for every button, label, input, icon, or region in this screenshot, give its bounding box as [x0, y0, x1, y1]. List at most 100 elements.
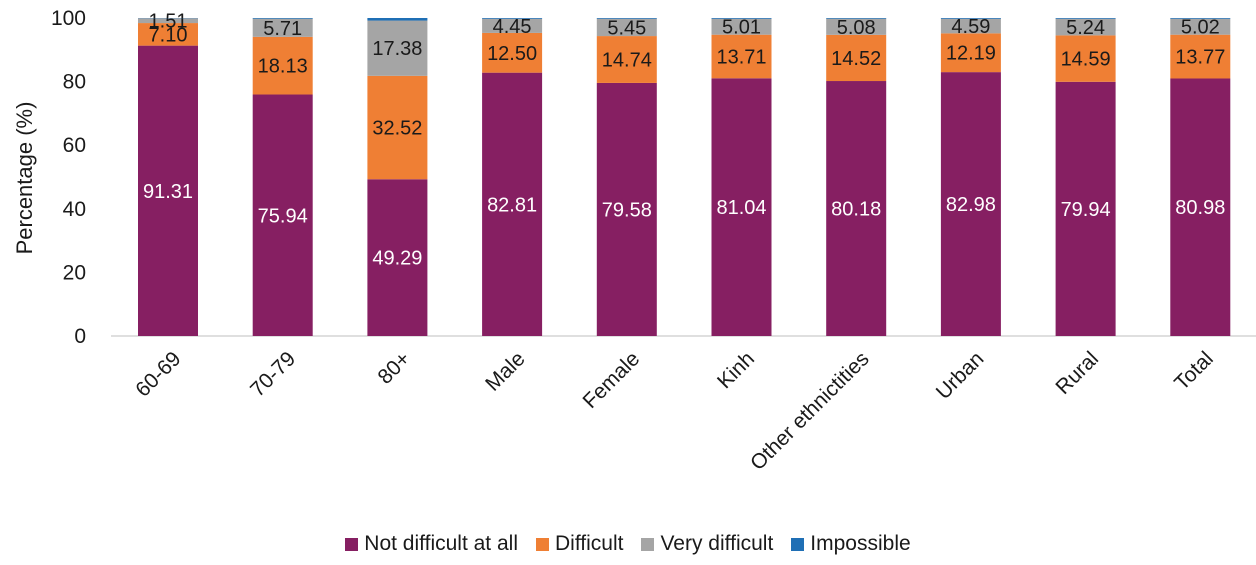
- data-label: 81.04: [716, 197, 766, 219]
- bar-segment: [596, 18, 657, 19]
- bar-segment: [138, 45, 198, 336]
- y-tick-label: 0: [74, 325, 86, 348]
- data-label: 79.58: [602, 199, 652, 221]
- bar-segment: [367, 18, 428, 21]
- y-tick-label: 40: [63, 198, 86, 221]
- x-tick-label: Other ethnictities: [746, 347, 874, 475]
- bar-segment: [482, 18, 543, 19]
- bars: 91.31 7.101.51 75.94 18.13 5.71 49.29 32.52 17.…: [138, 11, 1231, 337]
- bar-segment: [940, 72, 1001, 336]
- data-label: 13.77: [1175, 47, 1225, 69]
- legend-label: Very difficult: [660, 532, 774, 555]
- data-label: 12.50: [487, 43, 537, 65]
- bar-segment: [1170, 34, 1231, 79]
- bar-segment: [711, 34, 772, 79]
- data-label: 49.29: [372, 248, 422, 270]
- bar-segment: [826, 34, 887, 82]
- bar-stack: 75.94 18.13 5.71: [252, 18, 313, 336]
- data-label: 4.45: [493, 16, 532, 38]
- bar-segment: [138, 23, 198, 46]
- bar-segment: [482, 18, 543, 33]
- bar-segment: [367, 20, 428, 76]
- data-label: 80.18: [831, 199, 881, 221]
- bar-segment: [596, 36, 657, 83]
- data-label: 18.13: [258, 56, 308, 78]
- y-tick-label: 60: [63, 134, 86, 157]
- legend-swatch: [535, 537, 549, 551]
- y-tick-label: 80: [63, 71, 86, 94]
- data-label: 4.59: [951, 16, 990, 38]
- legend-item: Impossible: [791, 532, 911, 556]
- bar-segment: [1055, 35, 1116, 82]
- y-tick-label: 100: [51, 7, 86, 30]
- x-tick-label: Rural: [1051, 347, 1103, 399]
- data-label: 7.10: [149, 24, 188, 46]
- x-tick-label: Male: [481, 347, 529, 395]
- x-tick-label: Female: [579, 347, 645, 413]
- legend: Not difficult at all Difficult Very diffic…: [0, 532, 1256, 556]
- data-label: 79.94: [1061, 199, 1111, 221]
- data-label: 5.45: [607, 17, 646, 39]
- legend-swatch: [641, 537, 655, 551]
- data-label: 82.98: [946, 194, 996, 216]
- bar-stack: 80.18 14.52 5.08: [826, 17, 887, 336]
- data-label: 80.98: [1175, 197, 1225, 219]
- bar-segment: [367, 75, 428, 180]
- bar-stack: 79.94 14.59 5.24: [1055, 17, 1116, 336]
- bar-segment: [1055, 18, 1116, 19]
- bar-segment: [940, 33, 1001, 73]
- bar-stack: 82.98 12.19 4.59: [940, 16, 1001, 336]
- legend-label: Difficult: [554, 532, 624, 555]
- y-axis-ticks: 0 20 40 60 80 100: [51, 7, 86, 348]
- bar-segment: [711, 18, 772, 35]
- bar-segment: [367, 179, 428, 336]
- bar-segment: [596, 18, 657, 37]
- data-label: 91.31: [143, 181, 193, 203]
- legend-swatch: [791, 537, 805, 551]
- data-label: 5.01: [722, 17, 761, 39]
- x-tick-label: Total: [1170, 347, 1218, 395]
- y-axis-title: Percentage (%): [12, 102, 37, 255]
- bar-segment: [940, 18, 1001, 34]
- bar-stack: 80.98 13.77 5.02: [1170, 17, 1231, 337]
- data-label: 5.02: [1181, 17, 1220, 39]
- legend-item: Difficult: [535, 532, 624, 556]
- legend-label: Not difficult at all: [364, 532, 518, 555]
- bar-stack: 49.29 32.52 17.38: [367, 18, 428, 336]
- bar-segment: [596, 82, 657, 336]
- data-label: 17.38: [372, 38, 422, 60]
- bar-segment: [252, 94, 313, 336]
- x-tick-label: Urban: [932, 347, 989, 404]
- data-label: 75.94: [258, 205, 308, 227]
- data-label: 1.51: [149, 11, 188, 33]
- bar-segment: [252, 18, 313, 19]
- bar-stack: 91.31 7.101.51: [138, 11, 198, 336]
- x-tick-label: 60-69: [131, 347, 185, 401]
- bar-stack: 81.04 13.71 5.01: [711, 17, 772, 337]
- bar-segment: [1055, 81, 1116, 336]
- data-label: 82.81: [487, 194, 537, 216]
- data-label: 5.08: [837, 17, 876, 39]
- bar-segment: [711, 18, 772, 19]
- bar-segment: [940, 18, 1001, 19]
- bar-segment: [138, 18, 198, 24]
- x-tick-label: 70-79: [246, 347, 300, 401]
- data-label: 12.19: [946, 43, 996, 65]
- bar-segment: [711, 78, 772, 337]
- chart: Percentage (%) 0 20 40 60 80 100 91.31 7.101.5…: [12, 7, 1256, 475]
- data-label: 14.59: [1061, 49, 1111, 71]
- data-label: 5.71: [263, 18, 302, 40]
- bar-segment: [1170, 18, 1231, 35]
- bar-segment: [252, 36, 313, 95]
- data-label: 13.71: [716, 46, 766, 68]
- x-tick-label: 80+: [373, 347, 414, 388]
- bar-segment: [482, 32, 543, 73]
- bar-segment: [826, 18, 887, 19]
- bar-segment: [252, 18, 313, 37]
- legend-swatch: [345, 537, 359, 551]
- bar-segment: [826, 81, 887, 336]
- bar-segment: [1170, 78, 1231, 337]
- bar-segment: [482, 72, 543, 337]
- legend-item: Not difficult at all: [345, 532, 518, 556]
